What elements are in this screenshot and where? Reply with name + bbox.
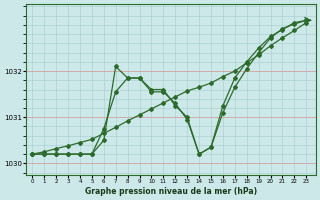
X-axis label: Graphe pression niveau de la mer (hPa): Graphe pression niveau de la mer (hPa) [85, 187, 257, 196]
